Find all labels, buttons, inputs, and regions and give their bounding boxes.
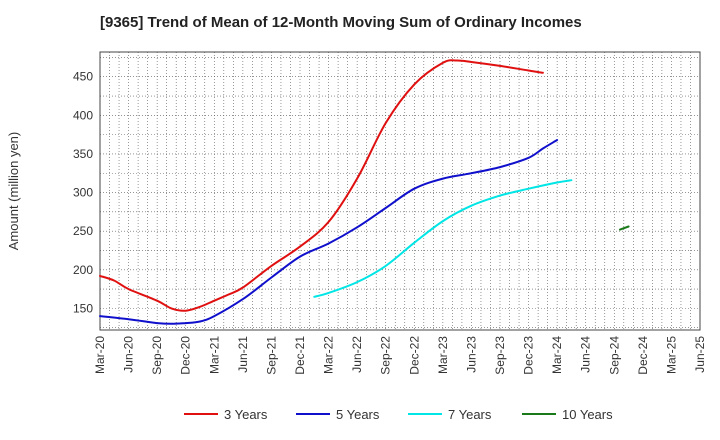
series-line-7-years [313, 179, 573, 298]
grid-layer [99, 52, 701, 330]
x-tick-label: Mar-23 [436, 336, 450, 374]
x-tick-label: Jun-22 [350, 336, 364, 373]
x-tick-label: Dec-23 [522, 336, 536, 375]
y-tick-label: 250 [73, 224, 93, 238]
x-tick-label: Jun-23 [464, 336, 478, 373]
legend: 3 Years 5 Years 7 Years 10 Years [184, 407, 613, 422]
x-tick-label: Dec-20 [179, 336, 193, 375]
x-tick-label: Sep-24 [607, 336, 621, 375]
y-tick-labels: 150 200 250 300 350 400 450 [73, 70, 93, 316]
y-tick-label: 200 [73, 263, 93, 277]
y-tick-label: 450 [73, 70, 93, 84]
x-tick-label: Mar-20 [93, 336, 107, 374]
x-tick-label: Jun-21 [236, 336, 250, 373]
x-tick-label: Mar-21 [207, 336, 221, 374]
y-tick-label: 300 [73, 186, 93, 200]
x-tick-label: Mar-22 [322, 336, 336, 374]
legend-label-10-years: 10 Years [562, 407, 613, 422]
x-tick-label: Jun-25 [693, 336, 707, 373]
y-tick-label: 150 [73, 301, 93, 315]
x-tick-label: Sep-23 [493, 336, 507, 375]
x-tick-label: Dec-21 [293, 336, 307, 375]
x-tick-label: Jun-20 [122, 336, 136, 373]
series-line-5-years [99, 139, 559, 325]
x-tick-label: Dec-22 [407, 336, 421, 375]
x-tick-label: Sep-20 [150, 336, 164, 375]
y-tick-label: 350 [73, 147, 93, 161]
series-line-10-years [619, 225, 630, 231]
chart-title: [9365] Trend of Mean of 12-Month Moving … [100, 14, 582, 31]
x-tick-label: Sep-21 [264, 336, 278, 375]
x-tick-label: Mar-25 [664, 336, 678, 374]
x-tick-labels: Mar-20 Jun-20 Sep-20 Dec-20 Mar-21 Jun-21 Sep-… [93, 336, 707, 375]
x-tick-label: Mar-24 [550, 336, 564, 374]
x-tick-label: Dec-24 [636, 336, 650, 375]
legend-label-7-years: 7 Years [448, 407, 492, 422]
legend-label-5-years: 5 Years [336, 407, 380, 422]
x-tick-label: Jun-24 [579, 336, 593, 373]
series-layer [99, 59, 630, 325]
plot-frame [99, 51, 701, 331]
y-tick-label: 400 [73, 108, 93, 122]
y-axis-label: Amount (million yen) [6, 132, 21, 251]
legend-label-3-years: 3 Years [224, 407, 268, 422]
series-line-3-years [99, 59, 544, 312]
x-tick-label: Sep-22 [379, 336, 393, 375]
